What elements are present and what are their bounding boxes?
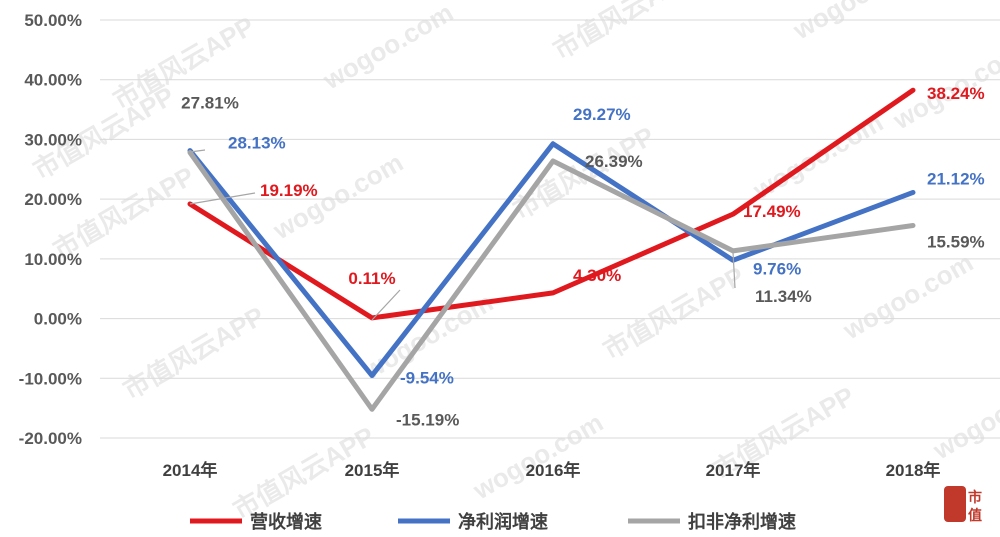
gridlines	[100, 19, 1000, 439]
data-label: 17.49%	[743, 202, 801, 221]
watermark-text: 市值风云APP	[548, 0, 699, 65]
data-label: 29.27%	[573, 105, 631, 124]
data-label: 4.30%	[573, 266, 621, 285]
logo-mark	[944, 486, 966, 522]
data-label: 28.13%	[228, 134, 286, 153]
data-label: 26.39%	[585, 152, 643, 171]
series-line-2	[187, 150, 916, 412]
x-tick-label: 2015年	[345, 460, 400, 480]
data-label: 21.12%	[927, 169, 985, 188]
watermark: 市值风云APPwogoo.com市值风云APPwogoo.com市值风云APPw…	[28, 0, 1000, 525]
watermark-text: wogoo.com	[317, 0, 458, 96]
data-label: 15.59%	[927, 232, 985, 251]
y-tick-label: -10.00%	[19, 369, 82, 388]
data-label: 11.34%	[755, 287, 812, 306]
data-labels: 19.19% 0.11% 4.30% 17.49% 38.24% 28.13% -9.54%…	[181, 84, 985, 429]
y-tick-label: 0.00%	[34, 310, 82, 329]
watermark-text: wogoo.com	[787, 0, 928, 46]
y-tick-label: -20.00%	[19, 429, 82, 448]
series-line-1	[187, 141, 916, 379]
data-label: 19.19%	[260, 181, 318, 200]
label-leader-line	[732, 251, 736, 289]
legend: 营收增速 净利润增速 扣非净利增速	[190, 511, 796, 532]
data-label: -15.19%	[396, 410, 459, 429]
data-label: -9.54%	[400, 369, 454, 388]
y-tick-label: 50.00%	[24, 11, 82, 30]
y-tick-label: 40.00%	[24, 71, 82, 90]
legend-label: 净利润增速	[458, 511, 548, 532]
brand-logo: 市值	[944, 486, 982, 523]
logo-text: 值	[968, 507, 982, 523]
logo-text: 市	[968, 489, 982, 505]
x-axis-ticks: 2014年 2015年 2016年 2017年 2018年	[163, 460, 941, 480]
watermark-text: wogoo.com	[927, 367, 1000, 466]
label-leader-line	[371, 289, 401, 321]
y-tick-label: 30.00%	[24, 130, 82, 149]
label-leader-line	[189, 149, 206, 153]
series-lines	[187, 87, 916, 412]
legend-label: 营收增速	[250, 511, 322, 532]
x-tick-label: 2018年	[886, 460, 941, 480]
y-tick-label: 20.00%	[24, 190, 82, 209]
y-tick-label: 10.00%	[24, 250, 82, 269]
series-line-0	[187, 87, 916, 321]
watermark-text: wogoo.com	[467, 407, 608, 506]
watermark-text: 市值风云APP	[118, 300, 269, 405]
label-leader-lines	[189, 149, 736, 321]
x-tick-label: 2014年	[163, 460, 218, 480]
data-label: 27.81%	[181, 94, 239, 113]
y-axis-ticks: -20.00% -10.00% 0.00% 10.00% 20.00% 30.00% 40.…	[19, 11, 82, 448]
data-label: 0.11%	[348, 269, 395, 288]
data-label: 9.76%	[753, 259, 801, 278]
x-tick-label: 2017年	[706, 460, 761, 480]
watermark-text: wogoo.com	[837, 247, 978, 346]
x-tick-label: 2016年	[526, 460, 581, 480]
data-label: 38.24%	[927, 84, 985, 103]
legend-label: 扣非净利增速	[688, 511, 796, 532]
label-leader-line	[189, 192, 256, 205]
